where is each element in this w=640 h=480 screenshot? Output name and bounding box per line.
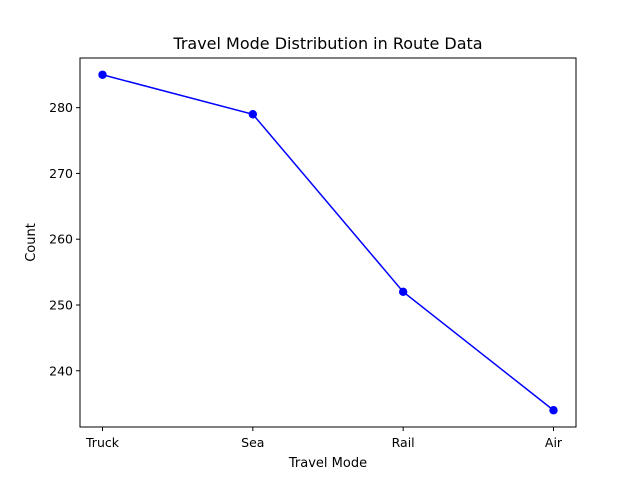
series-line <box>102 74 554 411</box>
x-axis: Truck Sea Rail Air <box>85 427 563 450</box>
data-point-rail <box>398 287 408 297</box>
y-tick-label: 260 <box>49 232 73 247</box>
data-point-air <box>549 406 558 415</box>
y-tick-label: 240 <box>49 363 73 378</box>
y-axis-title: Count <box>24 223 39 262</box>
data-point-truck <box>98 70 107 79</box>
data-point-sea <box>248 110 258 119</box>
x-tick-label: Air <box>545 435 563 450</box>
plot-area-frame <box>79 57 577 428</box>
x-tick-label: Rail <box>392 435 415 450</box>
y-tick-label: 280 <box>49 100 73 115</box>
x-tick-label: Sea <box>241 435 264 450</box>
chart-title: Travel Mode Distribution in Route Data <box>172 34 482 53</box>
y-axis: 240 250 260 270 280 <box>49 100 80 378</box>
y-tick-label: 250 <box>49 297 73 312</box>
x-axis-title: Travel Mode <box>288 456 367 471</box>
x-tick-label: Truck <box>85 435 120 450</box>
y-tick-label: 270 <box>49 166 73 181</box>
series-layer <box>98 70 558 415</box>
